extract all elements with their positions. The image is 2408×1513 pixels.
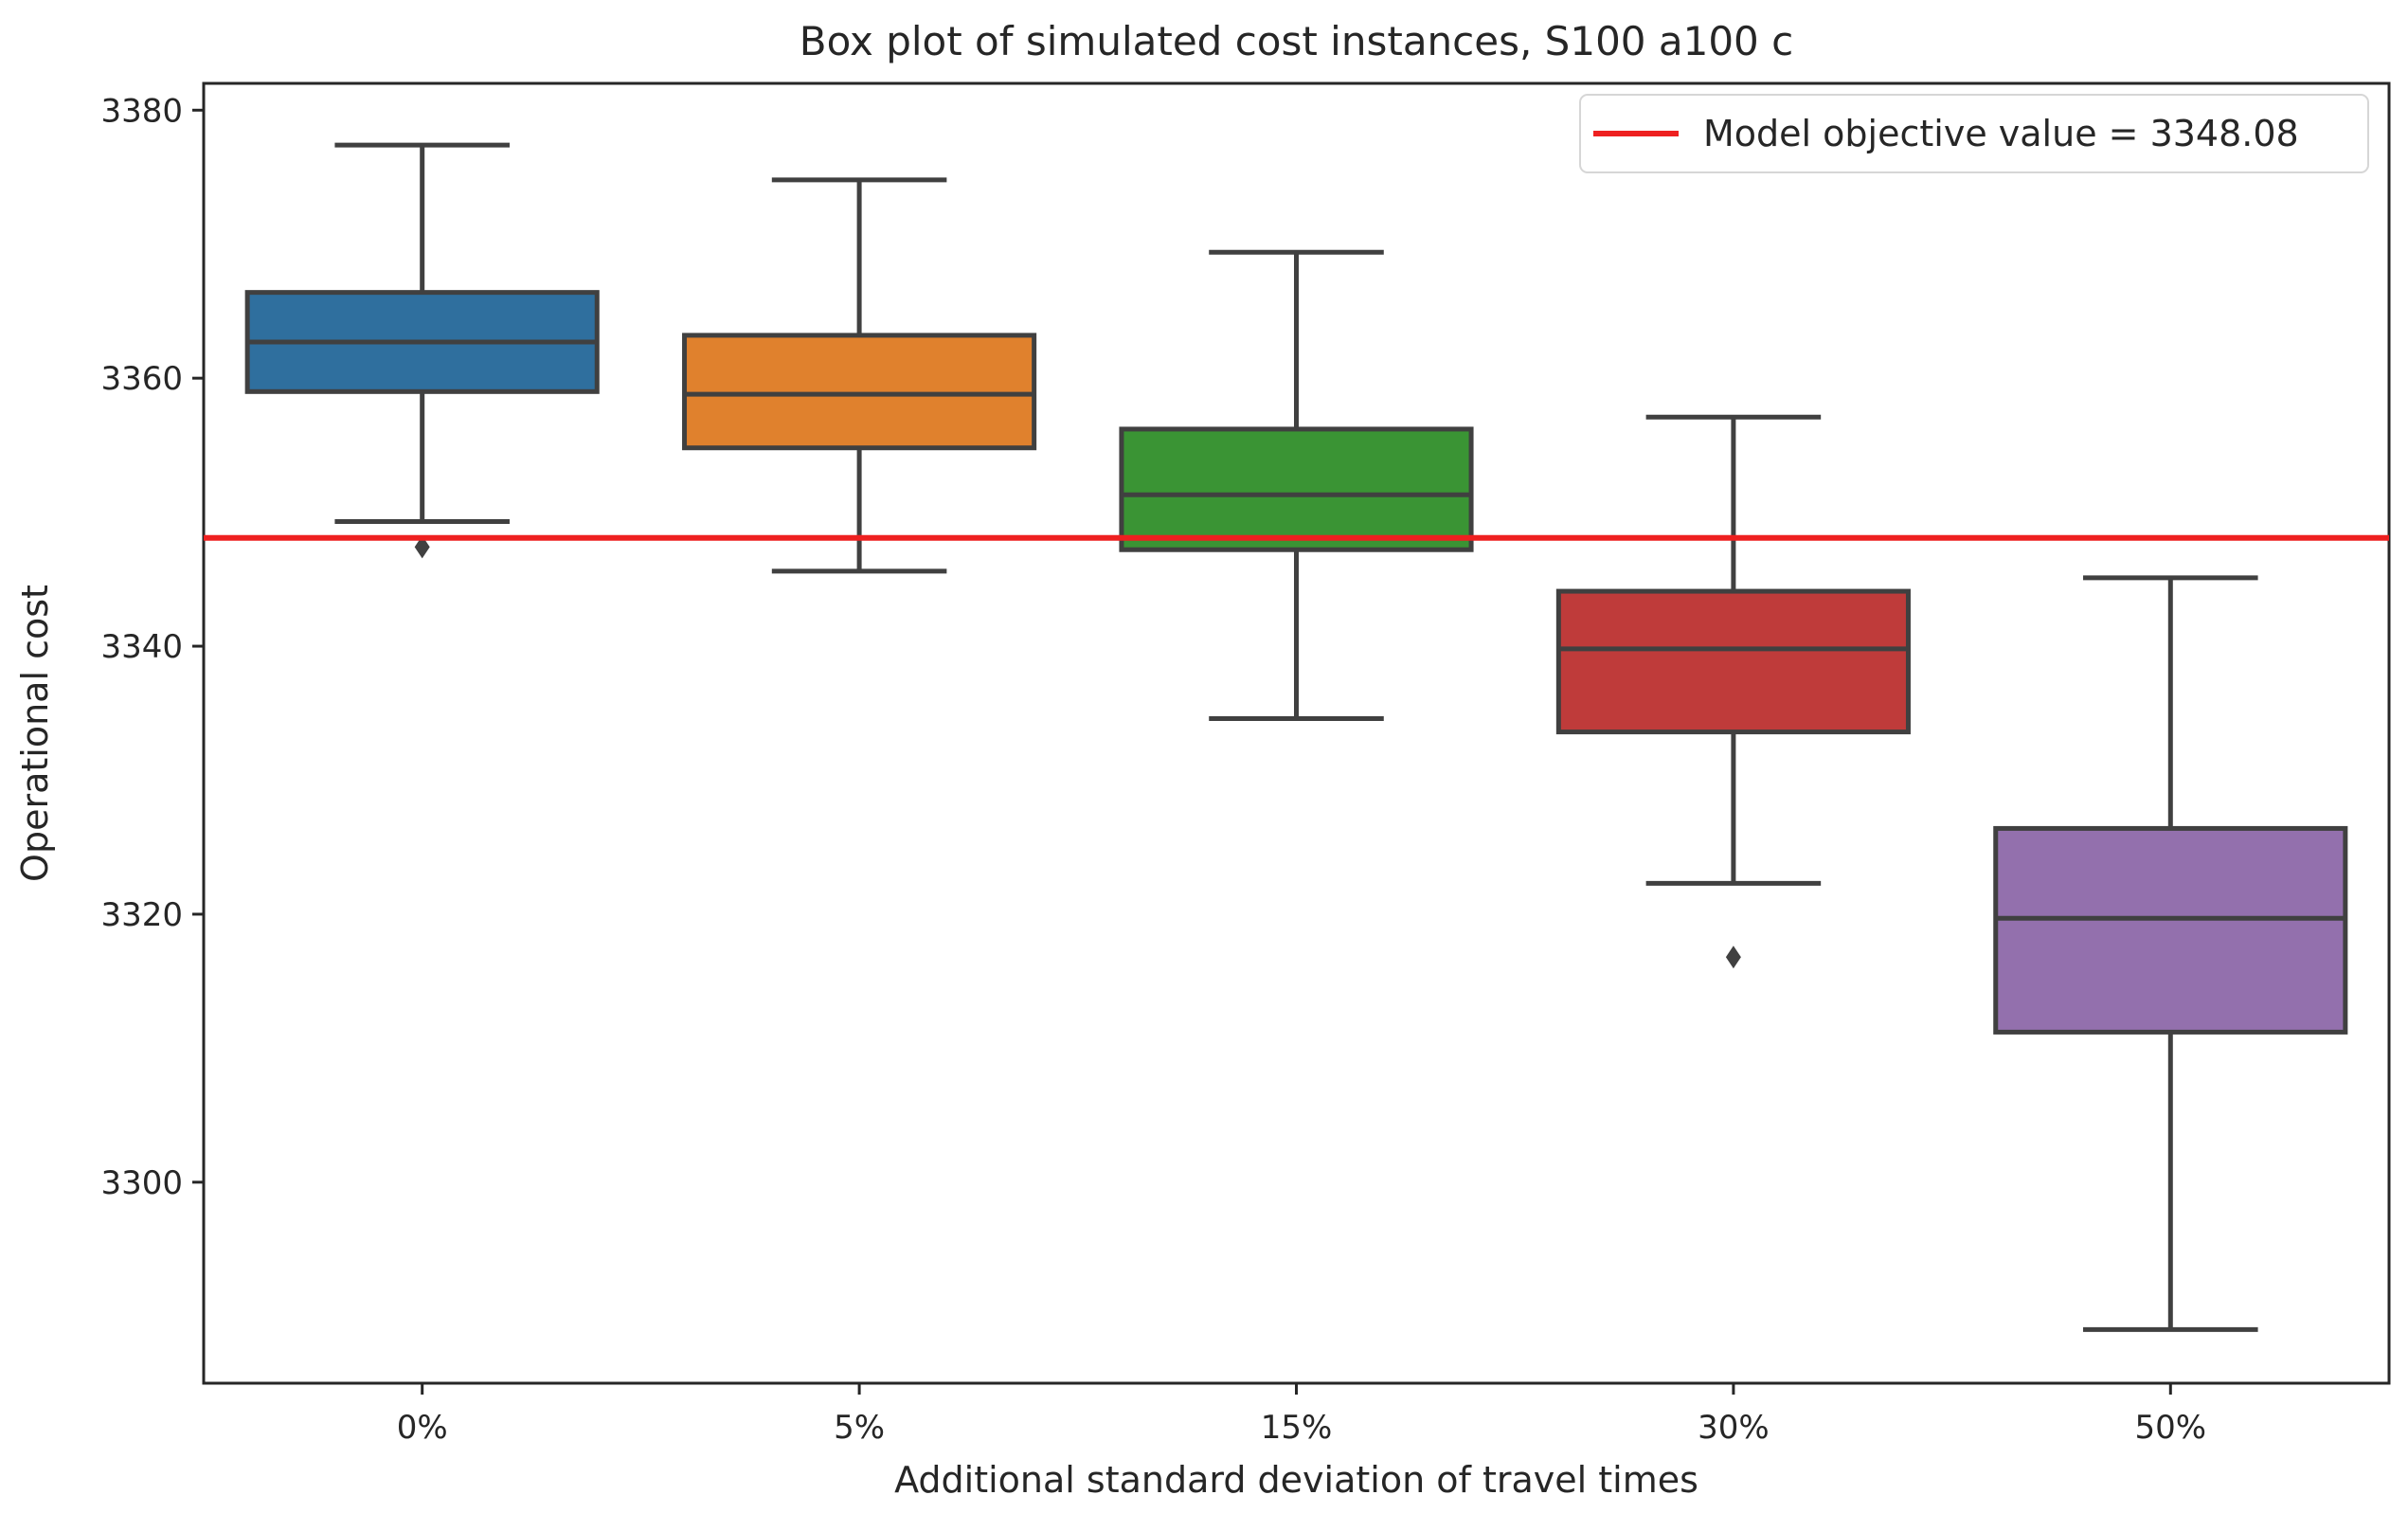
x-axis-title: Additional standard deviation of travel … xyxy=(894,1459,1698,1501)
box-1 xyxy=(682,333,1037,451)
chart-title: Box plot of simulated cost instances, S1… xyxy=(800,18,1793,64)
outlier-marker xyxy=(414,535,430,559)
x-tick-label: 0% xyxy=(397,1409,448,1447)
y-tick-label: 3300 xyxy=(100,1164,183,1202)
y-tick-label: 3340 xyxy=(100,628,183,666)
x-tick-label: 50% xyxy=(2135,1409,2207,1447)
x-tick-label: 15% xyxy=(1261,1409,1333,1447)
y-axis-title: Operational cost xyxy=(14,585,56,882)
y-tick-label: 3360 xyxy=(100,360,183,398)
legend-label: Model objective value = 3348.08 xyxy=(1703,113,2299,154)
y-tick-label: 3320 xyxy=(100,896,183,934)
plot-root: 3300 3320 3340 3360 3380 0% 5% 15% 30% 50% Model o… xyxy=(14,18,2391,1501)
box-2 xyxy=(1119,426,1474,552)
box-3 xyxy=(1555,588,1911,735)
x-tick-label: 30% xyxy=(1698,1409,1770,1447)
y-tick-label: 3380 xyxy=(100,92,183,130)
box-4 xyxy=(1993,825,2348,1035)
legend-box xyxy=(1579,94,2369,173)
outlier-marker xyxy=(1725,946,1741,969)
x-tick-label: 5% xyxy=(834,1409,885,1447)
